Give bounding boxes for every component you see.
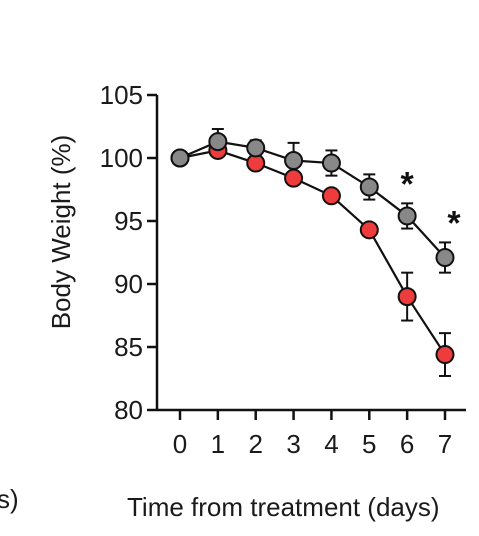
significance-asterisk: * <box>447 204 461 242</box>
y-tick-label: 105 <box>100 80 143 110</box>
y-tick-label: 100 <box>100 143 143 173</box>
significance-asterisk: * <box>401 165 415 203</box>
series-0-point <box>397 206 417 226</box>
y-tick-label: 95 <box>114 206 143 236</box>
y-tick-label: 80 <box>114 395 143 425</box>
series-1-point <box>359 220 379 240</box>
y-tick-label: 85 <box>114 332 143 362</box>
x-axis-title: Time from treatment (days) <box>127 492 440 522</box>
series-1-point <box>321 186 341 206</box>
series-0-point <box>246 138 266 158</box>
x-tick-label: 3 <box>286 429 300 459</box>
series-0-point <box>284 151 304 171</box>
series-1-point <box>284 168 304 188</box>
annotation-layer: ** <box>401 165 462 242</box>
x-tick-label: 0 <box>173 429 187 459</box>
series-1-point <box>397 287 417 307</box>
x-tick-label: 4 <box>324 429 338 459</box>
x-tick-label: 6 <box>400 429 414 459</box>
series-0-point <box>435 248 455 268</box>
series-0-point <box>321 153 341 173</box>
y-ticks: 80 85 90 95 100 105 <box>100 80 157 425</box>
y-axis-title: Body Weight (%) <box>46 135 76 330</box>
left-edge-fragment: s) <box>0 484 19 514</box>
series-0-point <box>359 177 379 197</box>
x-tick-label: 7 <box>438 429 452 459</box>
y-tick-label: 90 <box>114 269 143 299</box>
series-1-point <box>435 345 455 365</box>
x-tick-label: 5 <box>362 429 376 459</box>
x-tick-label: 1 <box>211 429 225 459</box>
series-layer <box>170 128 455 377</box>
series-0-point <box>170 148 190 168</box>
series-0-point <box>208 132 228 152</box>
x-tick-label: 2 <box>248 429 262 459</box>
